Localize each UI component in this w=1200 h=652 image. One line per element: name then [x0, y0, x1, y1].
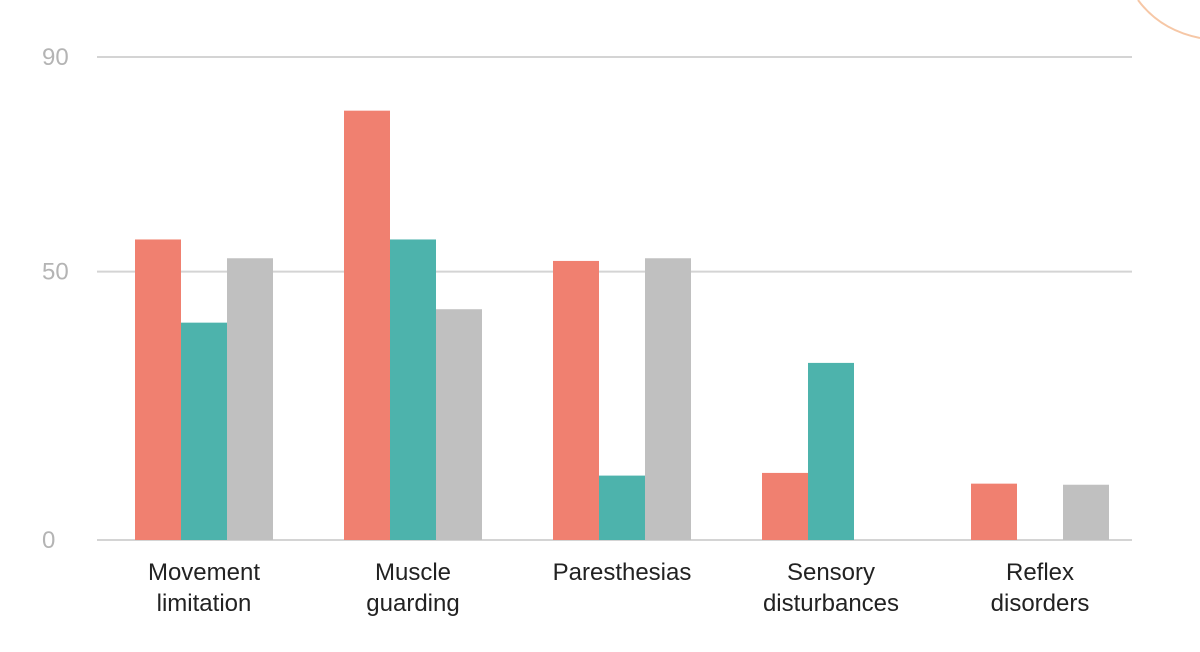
bar [227, 258, 273, 540]
bar [390, 239, 436, 540]
corner-arc-decoration [1137, 0, 1200, 39]
x-category-label: Sensory disturbances [763, 559, 899, 617]
bar [1063, 484, 1109, 540]
x-axis-labels: Movement limitation Muscle guarding Paresthe… [148, 559, 1089, 617]
bar [135, 239, 181, 540]
bar [181, 322, 227, 540]
y-tick-label: 90 [42, 44, 69, 71]
bar [344, 110, 390, 541]
y-axis-ticks: 0 50 90 [42, 44, 69, 554]
bar [762, 472, 808, 540]
bar [808, 362, 854, 540]
bar [553, 260, 599, 540]
y-tick-label: 0 [42, 527, 55, 554]
x-category-label: Reflex disorders [991, 559, 1090, 617]
y-tick-label: 50 [42, 259, 69, 286]
x-category-label: Paresthesias [553, 559, 692, 586]
bar [971, 483, 1017, 540]
bar [645, 258, 691, 540]
bar [599, 475, 645, 540]
x-category-label: Muscle guarding [366, 559, 459, 617]
bar [436, 309, 482, 540]
bars [135, 110, 1109, 541]
x-category-label: Movement limitation [148, 559, 260, 617]
